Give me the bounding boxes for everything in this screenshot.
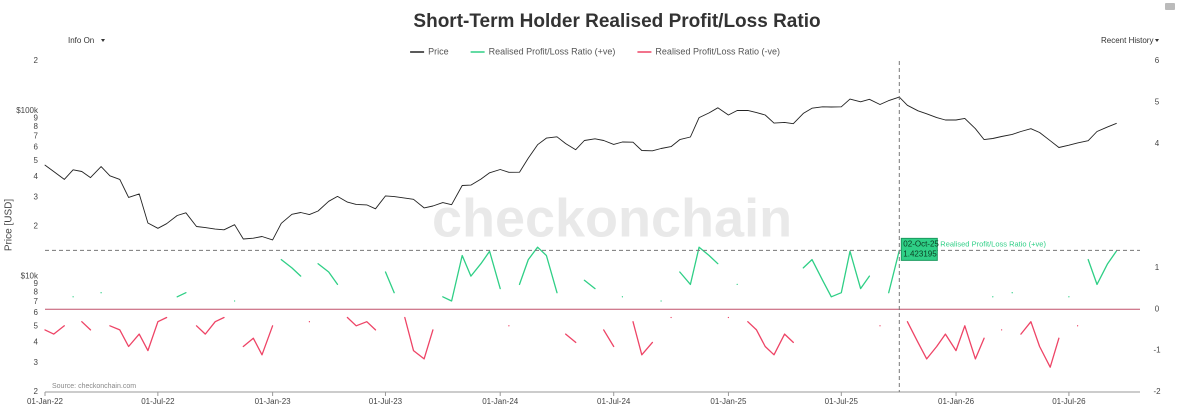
- series-line: [72, 246, 1117, 302]
- y-tick-label: 7: [34, 297, 39, 306]
- y2-tick-label: 4: [1155, 139, 1160, 148]
- y2-tick-label: 1: [1155, 263, 1160, 272]
- y-tick-label: 4: [34, 337, 39, 346]
- x-tick-label: 01-Jul-26: [1052, 397, 1086, 406]
- legend-label: Realised Profit/Loss Ratio (+ve): [489, 46, 616, 56]
- x-tick-label: 01-Jan-26: [938, 397, 975, 406]
- y-tick-label: 8: [34, 122, 39, 131]
- tooltip-date: 02-Oct-25: [903, 239, 939, 248]
- y-tick-label: 9: [34, 279, 39, 288]
- x-tick-label: 01-Jan-24: [482, 397, 519, 406]
- y-tick-label: 6: [34, 143, 39, 152]
- y-tick-label: 3: [34, 192, 39, 201]
- x-tick-label: 01-Jul-24: [597, 397, 631, 406]
- range-selector[interactable]: Recent History: [1101, 36, 1153, 45]
- x-tick-label: 01-Jan-22: [27, 397, 64, 406]
- dropdown-arrow: [101, 39, 105, 42]
- tooltip-series: Realised Profit/Loss Ratio (+ve): [940, 239, 1046, 248]
- x-tick-label: 01-Jan-23: [255, 397, 292, 406]
- y2-tick-label: -1: [1153, 346, 1161, 355]
- y-tick-label: 6: [34, 308, 39, 317]
- x-tick-label: 01-Jul-22: [141, 397, 175, 406]
- series-line: [44, 96, 1117, 241]
- y-tick-label: 4: [34, 172, 39, 181]
- y-tick-label: 5: [34, 321, 39, 330]
- y-tick-label: 2: [34, 56, 39, 65]
- watermark: checkonchain: [432, 188, 792, 248]
- tooltip-box: [900, 237, 938, 261]
- chart-title: Short-Term Holder Realised Profit/Loss R…: [413, 11, 820, 32]
- y2-tick-label: 5: [1155, 97, 1160, 106]
- y-tick-label: 2: [34, 222, 39, 231]
- legend-label: Price: [428, 46, 449, 56]
- tooltip-value: 1.423195: [903, 249, 937, 258]
- y-tick-label: $10k: [21, 271, 39, 280]
- x-tick-label: 01-Jul-23: [369, 397, 403, 406]
- y-axis-title: Price [USD]: [4, 199, 15, 251]
- y-tick-label: 2: [34, 387, 39, 396]
- camera-icon[interactable]: [1165, 3, 1175, 10]
- series-line: [44, 316, 1079, 368]
- source: Source: checkonchain.com: [52, 383, 136, 390]
- y-tick-label: 3: [34, 358, 39, 367]
- y-tick-label: 5: [34, 156, 39, 165]
- y-tick-label: $100k: [16, 106, 39, 115]
- y-tick-label: 9: [34, 114, 39, 123]
- legend: Price Realised Profit/Loss Ratio (+ve) Rea…: [410, 46, 780, 56]
- legend-label: Realised Profit/Loss Ratio (-ve): [655, 46, 780, 56]
- x-tick-label: 01-Jan-25: [710, 397, 747, 406]
- y2-tick-label: 6: [1155, 56, 1160, 65]
- y2-tick-label: 0: [1155, 304, 1160, 313]
- dropdown-arrow: [1155, 39, 1159, 42]
- y-tick-label: 7: [34, 132, 39, 141]
- x-tick-label: 01-Jul-25: [825, 397, 859, 406]
- y2-tick-label: -2: [1153, 387, 1161, 396]
- info-toggle[interactable]: Info On: [68, 36, 94, 45]
- y-tick-label: 8: [34, 287, 39, 296]
